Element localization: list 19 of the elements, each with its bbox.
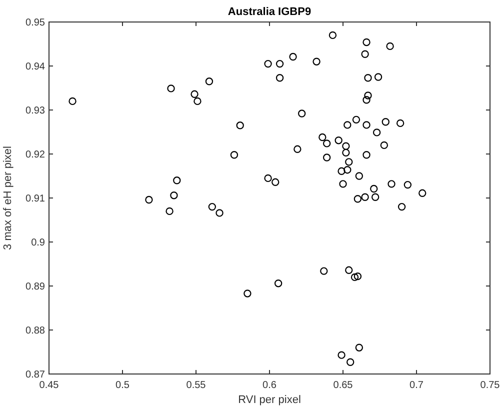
y-tick-label: 0.88 [26, 326, 46, 336]
y-tick-label: 0.95 [26, 18, 46, 28]
x-tick-label: 0.75 [480, 380, 500, 391]
y-tick-label: 0.93 [26, 106, 46, 116]
y-tick-label: 0.87 [26, 370, 46, 380]
x-tick-label: 0.55 [186, 380, 206, 391]
y-axis-title: 3 max of eH per pixel [2, 146, 14, 250]
x-tick-label: 0.45 [39, 380, 60, 391]
x-tick-label: 0.65 [333, 380, 354, 391]
x-axis-title: RVI per pixel [238, 394, 301, 406]
y-tick-label: 0.9 [31, 238, 46, 248]
chart-title: Australia IGBP9 [228, 6, 312, 18]
x-tick-label: 0.5 [116, 380, 130, 391]
y-tick-label: 0.92 [26, 150, 46, 160]
x-tick-label: 0.7 [410, 380, 424, 391]
y-tick-label: 0.89 [26, 282, 46, 292]
y-tick-label: 0.91 [26, 194, 46, 204]
y-tick-label: 0.94 [26, 62, 46, 72]
x-tick-label: 0.6 [262, 380, 277, 391]
